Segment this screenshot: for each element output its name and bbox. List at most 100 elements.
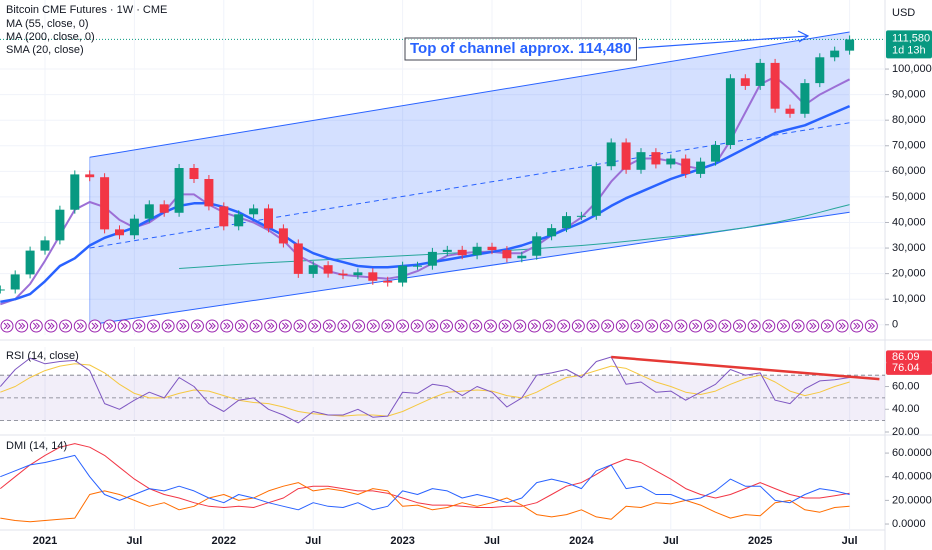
arrow-head	[797, 30, 810, 43]
candle	[502, 250, 512, 259]
pane-title: DMI (14, 14)	[6, 440, 67, 452]
event-icon-glyph	[135, 322, 143, 330]
value-label-box	[886, 361, 932, 375]
event-icon-glyph	[765, 322, 773, 330]
event-icon-glyph	[3, 322, 11, 330]
x-tick-label: 2023	[390, 535, 414, 547]
event-icon-glyph	[164, 322, 172, 330]
event-icon-glyph	[325, 322, 334, 330]
event-icon-glyph	[457, 322, 465, 330]
candle	[576, 215, 586, 217]
y-tick-label: 40,000	[892, 216, 926, 228]
x-tick-label: 2025	[748, 535, 772, 547]
legend-entry: MA (200, close, 0)	[6, 31, 95, 43]
y-tick-label: 60,000	[892, 165, 926, 177]
trendline	[611, 355, 880, 381]
candle	[234, 214, 244, 227]
candle	[427, 251, 437, 266]
event-icon-glyph	[648, 322, 656, 330]
candle	[70, 174, 80, 210]
candle	[755, 62, 765, 86]
event-icon-glyph	[531, 322, 539, 330]
event-icon-glyph	[560, 322, 568, 330]
pane-title: RSI (14, close)	[6, 350, 79, 362]
candle	[770, 62, 780, 109]
last-price-box	[886, 30, 932, 59]
currency: USD	[892, 7, 915, 19]
candle	[353, 272, 363, 276]
event-icon-glyph	[399, 322, 407, 330]
indicator-line	[0, 356, 850, 424]
event-icon-glyph	[867, 322, 876, 330]
x-tick-label: 2022	[212, 535, 236, 547]
event-icon-glyph	[208, 322, 216, 330]
candle	[562, 216, 571, 229]
event-icon-glyph	[662, 322, 670, 330]
candle	[293, 243, 303, 274]
candle	[800, 83, 810, 114]
event-icon-glyph	[91, 322, 99, 330]
ma-line	[179, 204, 850, 269]
candle	[830, 50, 840, 58]
candle	[383, 280, 393, 283]
candle	[0, 289, 5, 291]
annotation: Top of channel approx. 114,480	[410, 40, 631, 57]
event-icon-glyph	[32, 322, 41, 330]
event-icon-glyph	[545, 322, 553, 330]
indicator-line	[0, 482, 850, 523]
legend-entry: SMA (20, close)	[6, 44, 84, 56]
candle	[442, 249, 452, 252]
event-icon-glyph	[194, 322, 202, 330]
value-label: 86.09	[892, 351, 920, 363]
x-tick-label: Jul	[663, 535, 679, 547]
event-icon-glyph	[76, 322, 84, 330]
event-icon-glyph	[633, 322, 641, 330]
event-icon-glyph	[311, 322, 319, 330]
event-icon-glyph	[516, 322, 524, 330]
event-icon-glyph	[120, 322, 128, 330]
candle	[815, 57, 825, 84]
candle	[85, 174, 95, 178]
candle	[40, 240, 50, 251]
y-tick-label: 60.0000	[892, 447, 932, 459]
y-tick-label: 20.0000	[892, 494, 932, 506]
y-tick-label: 20.00	[892, 426, 920, 438]
event-icon-glyph	[384, 322, 392, 330]
candle	[681, 158, 691, 174]
event-icon-glyph	[618, 322, 627, 330]
event-icon-glyph	[252, 322, 260, 330]
candle	[696, 161, 706, 174]
candle	[532, 236, 542, 256]
channel-upper	[89, 31, 850, 158]
event-icon-glyph	[721, 322, 729, 330]
event-icon-glyph	[413, 322, 421, 330]
event-icon-glyph	[369, 322, 377, 330]
event-icon-glyph	[267, 322, 275, 330]
event-icon-glyph	[838, 322, 846, 330]
event-icon-glyph	[574, 322, 583, 330]
candle	[636, 152, 646, 170]
candle	[547, 228, 557, 237]
event-icon-glyph	[677, 322, 685, 330]
candle	[740, 78, 750, 86]
candle	[666, 158, 676, 165]
y-tick-label: 40.00	[892, 403, 920, 415]
event-icon-glyph	[106, 322, 114, 330]
candle	[591, 166, 601, 216]
indicator-line	[0, 454, 850, 511]
x-tick-label: 2024	[569, 535, 594, 547]
candle	[159, 204, 169, 213]
event-icon-glyph	[824, 322, 832, 330]
x-tick-label: Jul	[126, 535, 142, 547]
candle	[725, 78, 735, 145]
event-icon-glyph	[472, 322, 480, 330]
value-label: 76.04	[892, 362, 920, 374]
candle	[368, 272, 378, 281]
candle	[264, 208, 273, 229]
candle	[25, 250, 35, 275]
event-icon-glyph	[18, 322, 26, 330]
event-icon-glyph	[150, 322, 158, 330]
event-icon-glyph	[706, 322, 714, 330]
candle	[472, 246, 482, 256]
